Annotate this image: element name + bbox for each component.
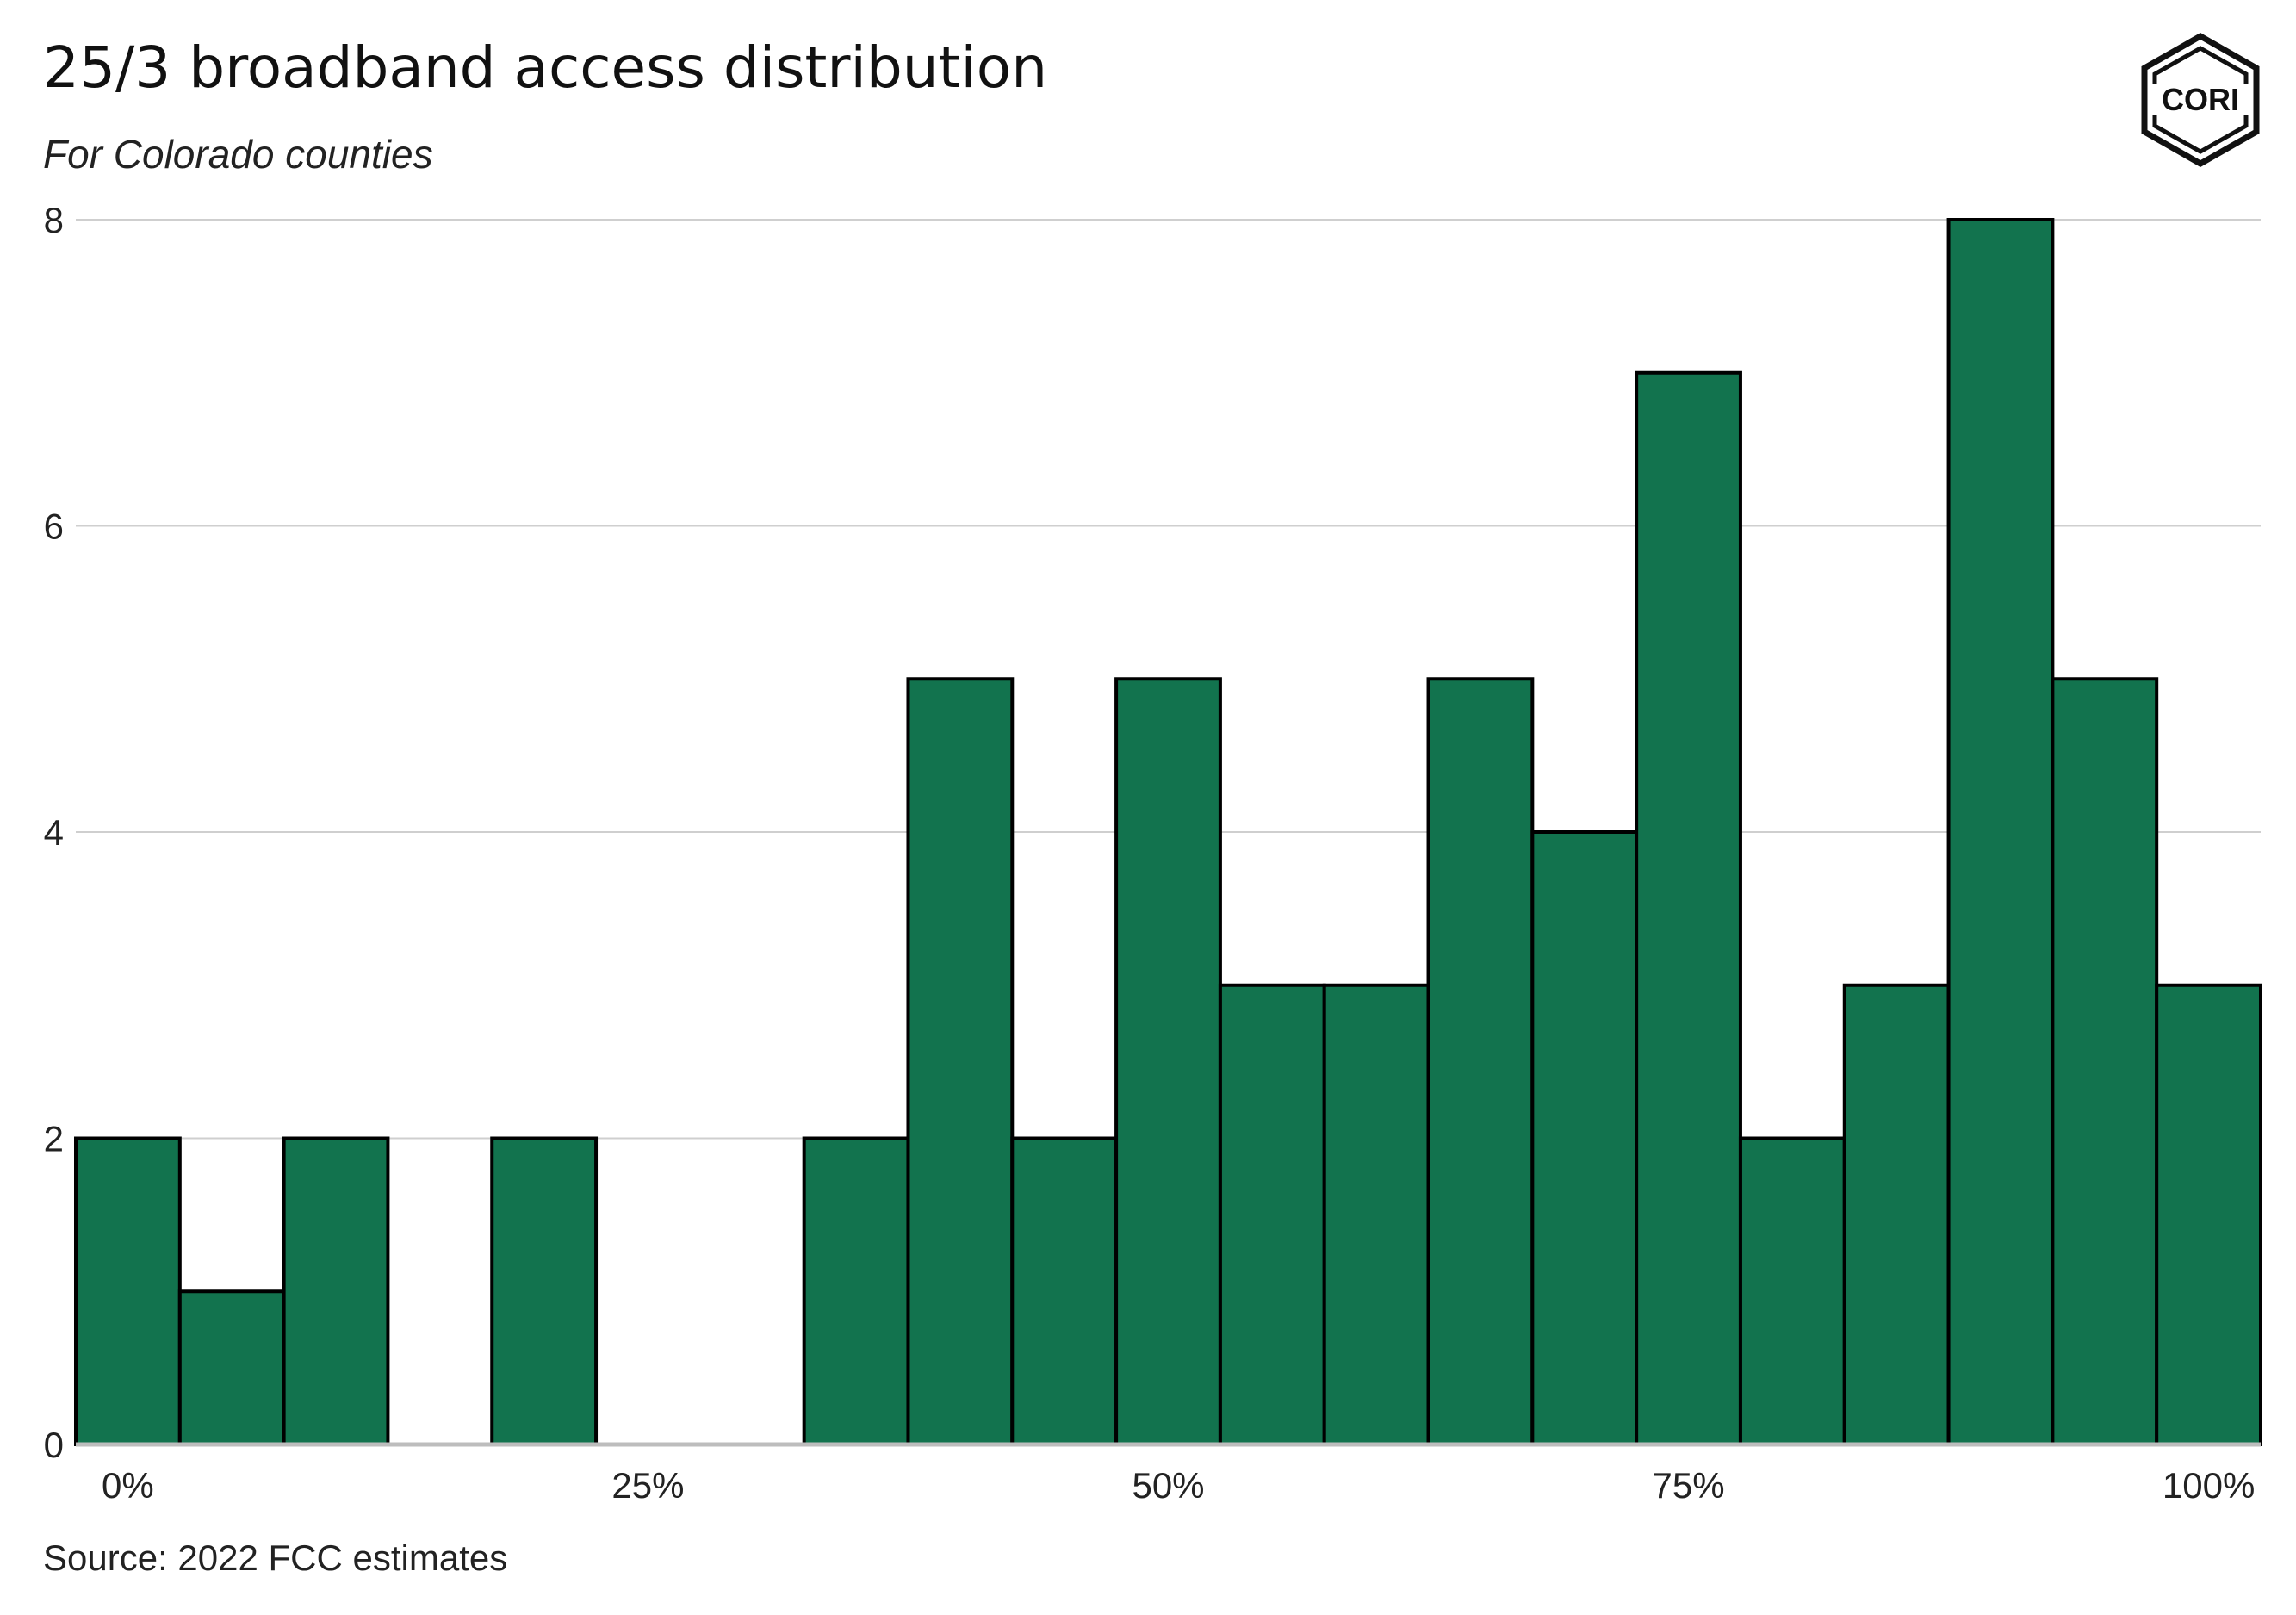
cori-logo-icon: CORI [2141,32,2260,168]
histogram-bar [1842,983,1951,1446]
histogram-bar [1218,983,1326,1446]
histogram-bar [74,1136,182,1446]
histogram-bar [906,677,1015,1446]
histogram-bar [1114,677,1222,1446]
x-tick-label: 100% [2163,1465,2255,1506]
histogram-bar [177,1289,286,1446]
x-tick-label: 25% [611,1465,684,1506]
y-tick-label: 0 [44,1425,64,1465]
logo-text: CORI [2162,82,2239,117]
histogram-bar [2051,677,2159,1446]
source-caption: Source: 2022 FCC estimates [43,1537,508,1578]
histogram-bar [1426,677,1535,1446]
histogram-bar [1322,983,1430,1446]
histogram-bar [1946,218,2055,1446]
y-tick-label: 6 [44,506,64,547]
histogram-bar [1738,1136,1846,1446]
histogram-bar [2155,983,2262,1446]
chart-subtitle: For Colorado counties [43,132,433,177]
bar-layer [74,218,2262,1446]
y-tick-label: 2 [44,1119,64,1159]
x-tick-label: 0% [102,1465,154,1506]
y-tick-label: 4 [44,812,64,853]
histogram-bar [802,1136,910,1446]
histogram-bar [1010,1136,1119,1446]
histogram-bar [490,1136,599,1446]
y-tick-labels: 0 2 4 6 8 [44,200,64,1465]
chart-title: 25/3 broadband access distribution [43,34,1048,101]
x-tick-label: 50% [1132,1465,1204,1506]
x-tick-labels: 0% 25% 50% 75% 100% [102,1465,2255,1506]
histogram-bar [1530,830,1639,1446]
x-tick-label: 75% [1653,1465,1725,1506]
histogram-bar [282,1136,390,1446]
y-tick-label: 8 [44,200,64,240]
histogram-bar [1635,370,1742,1446]
